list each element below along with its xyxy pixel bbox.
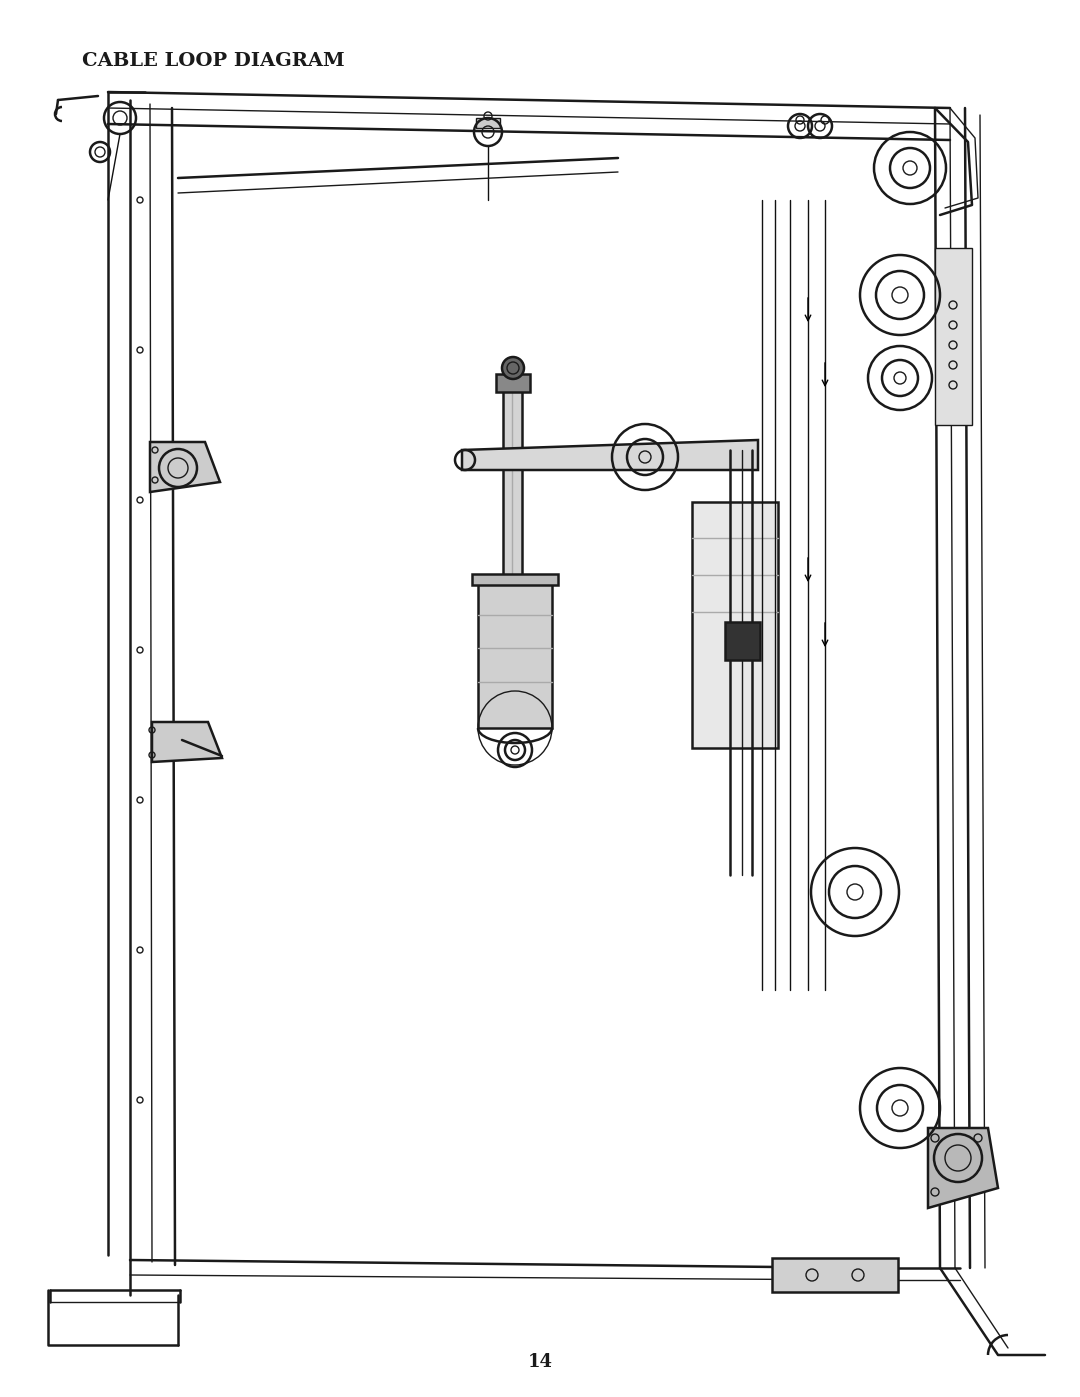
Text: CABLE LOOP DIAGRAM: CABLE LOOP DIAGRAM bbox=[82, 52, 345, 70]
Polygon shape bbox=[472, 574, 558, 585]
Circle shape bbox=[502, 358, 524, 379]
Polygon shape bbox=[725, 622, 760, 659]
Text: 14: 14 bbox=[527, 1354, 553, 1370]
Polygon shape bbox=[692, 502, 778, 747]
Polygon shape bbox=[503, 388, 522, 583]
Polygon shape bbox=[935, 249, 972, 425]
Polygon shape bbox=[928, 1127, 998, 1208]
Polygon shape bbox=[150, 441, 220, 492]
Polygon shape bbox=[496, 374, 530, 393]
Polygon shape bbox=[478, 583, 552, 728]
Polygon shape bbox=[772, 1259, 897, 1292]
Polygon shape bbox=[462, 440, 758, 469]
Polygon shape bbox=[152, 722, 222, 761]
Polygon shape bbox=[476, 117, 500, 129]
